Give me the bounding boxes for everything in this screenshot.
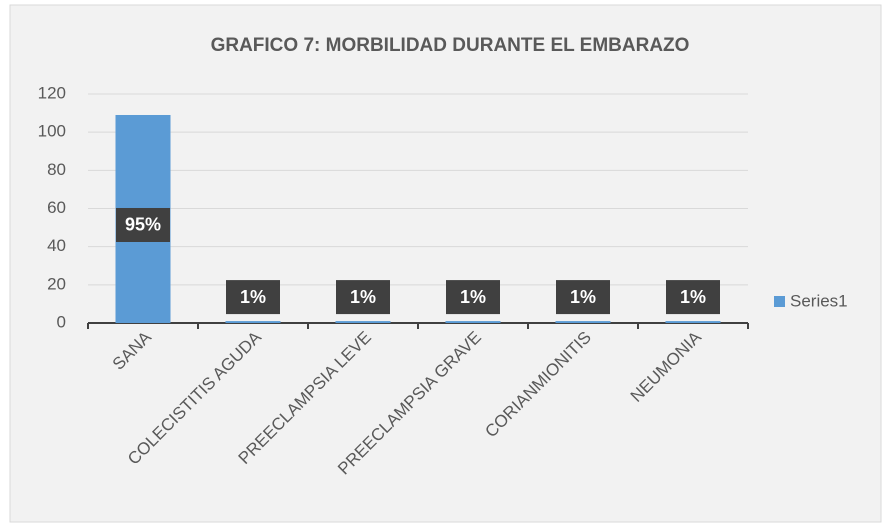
data-label-box bbox=[226, 280, 280, 315]
data-label: 1% bbox=[680, 287, 706, 307]
bar bbox=[225, 321, 281, 323]
data-label-box bbox=[116, 207, 170, 242]
legend-label: Series1 bbox=[790, 291, 848, 310]
chart-title: GRAFICO 7: MORBILIDAD DURANTE EL EMBARAZ… bbox=[211, 35, 690, 56]
data-label-box bbox=[446, 280, 500, 315]
legend-swatch bbox=[774, 296, 785, 307]
bar bbox=[335, 321, 391, 323]
y-tick-label: 40 bbox=[47, 236, 66, 255]
y-tick-label: 0 bbox=[57, 312, 66, 331]
bar bbox=[555, 321, 611, 323]
bar bbox=[665, 321, 721, 323]
y-tick-label: 80 bbox=[47, 160, 66, 179]
data-label: 95% bbox=[125, 215, 161, 235]
y-tick-label: 120 bbox=[38, 83, 66, 102]
bar bbox=[445, 321, 501, 323]
y-tick-label: 100 bbox=[38, 122, 66, 141]
data-label: 1% bbox=[350, 287, 376, 307]
y-tick-label: 20 bbox=[47, 274, 66, 293]
data-label-box bbox=[556, 280, 610, 315]
data-label: 1% bbox=[570, 287, 596, 307]
data-label-box bbox=[666, 280, 720, 315]
data-label: 1% bbox=[460, 287, 486, 307]
data-label: 1% bbox=[240, 287, 266, 307]
y-tick-label: 60 bbox=[47, 198, 66, 217]
data-label-box bbox=[336, 280, 390, 315]
